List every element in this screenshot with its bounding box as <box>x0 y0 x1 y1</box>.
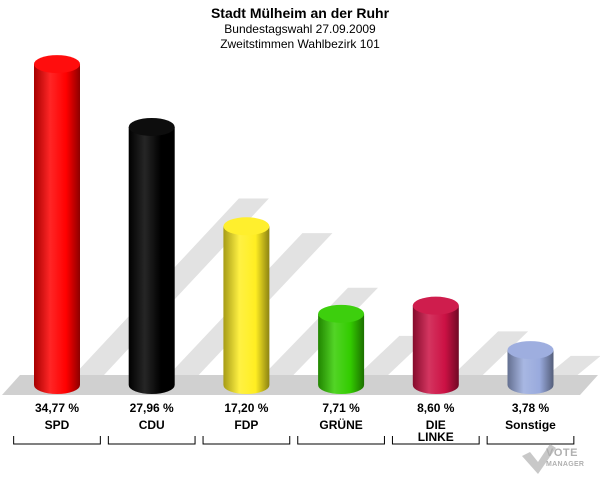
bar-die-linke <box>413 297 459 394</box>
value-label-gr-ne: 7,71 % <box>322 401 360 415</box>
value-label-sonstige: 3,78 % <box>512 401 550 415</box>
category-label-fdp: FDP <box>234 418 258 432</box>
logo-text: VOTE MANAGER <box>546 448 584 470</box>
bar-fdp <box>223 217 269 394</box>
bar-sonstige <box>508 341 554 394</box>
logo-line1: VOTE <box>546 447 578 459</box>
bar-spd <box>34 55 80 394</box>
value-label-cdu: 27,96 % <box>130 401 174 415</box>
category-label-spd: SPD <box>45 418 70 432</box>
bar-cdu <box>129 118 175 394</box>
value-label-fdp: 17,20 % <box>224 401 268 415</box>
logo-line2: MANAGER <box>546 459 584 470</box>
category-bracket-cdu <box>108 436 195 444</box>
category-bracket-spd <box>14 436 101 444</box>
bar-gr-ne <box>318 305 364 394</box>
category-bracket-fdp <box>203 436 290 444</box>
category-label-die-linke-line2: LINKE <box>418 430 454 444</box>
bar-shadow-sonstige <box>548 356 600 375</box>
category-label-cdu: CDU <box>139 418 165 432</box>
category-bracket-gr-ne <box>298 436 385 444</box>
category-label-gr-ne: GRÜNE <box>319 417 362 432</box>
category-label-sonstige: Sonstige <box>505 418 556 432</box>
value-label-spd: 34,77 % <box>35 401 79 415</box>
value-label-die-linke: 8,60 % <box>417 401 455 415</box>
